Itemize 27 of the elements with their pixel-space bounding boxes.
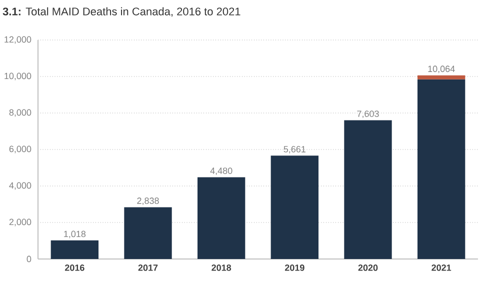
chart-title: 3.1: Total MAID Deaths in Canada, 2016 to 2021	[2, 7, 240, 17]
x-tick-label: 2021	[432, 264, 452, 271]
x-tick-label: 2020	[358, 264, 378, 271]
bar	[198, 177, 246, 259]
bar	[417, 79, 466, 259]
bar	[344, 120, 392, 259]
y-tick-label: 10,000	[4, 72, 32, 80]
y-tick-label: 0	[26, 256, 32, 262]
total-label: 7,603	[357, 110, 379, 118]
total-label: 1,018	[64, 230, 86, 238]
total-label: 4,480	[210, 168, 232, 176]
y-tick-label: 4,000	[9, 182, 32, 190]
x-tick-label: 2016	[64, 264, 84, 271]
y-tick-label: 8,000	[9, 109, 32, 117]
y-tick-label: 6,000	[9, 146, 32, 154]
total-label: 2,838	[137, 198, 159, 205]
y-tick-label: 2,000	[9, 218, 32, 226]
x-tick-label: 2017	[138, 264, 158, 271]
total-label: 5,661	[284, 146, 306, 154]
x-tick-label: 2018	[212, 264, 232, 271]
bar	[270, 156, 318, 259]
bar	[50, 240, 99, 259]
total-label: 10,064	[428, 66, 455, 74]
bar	[417, 75, 466, 80]
y-tick-label: 12,000	[4, 36, 32, 44]
bar	[124, 207, 172, 259]
x-tick-label: 2019	[284, 264, 304, 271]
